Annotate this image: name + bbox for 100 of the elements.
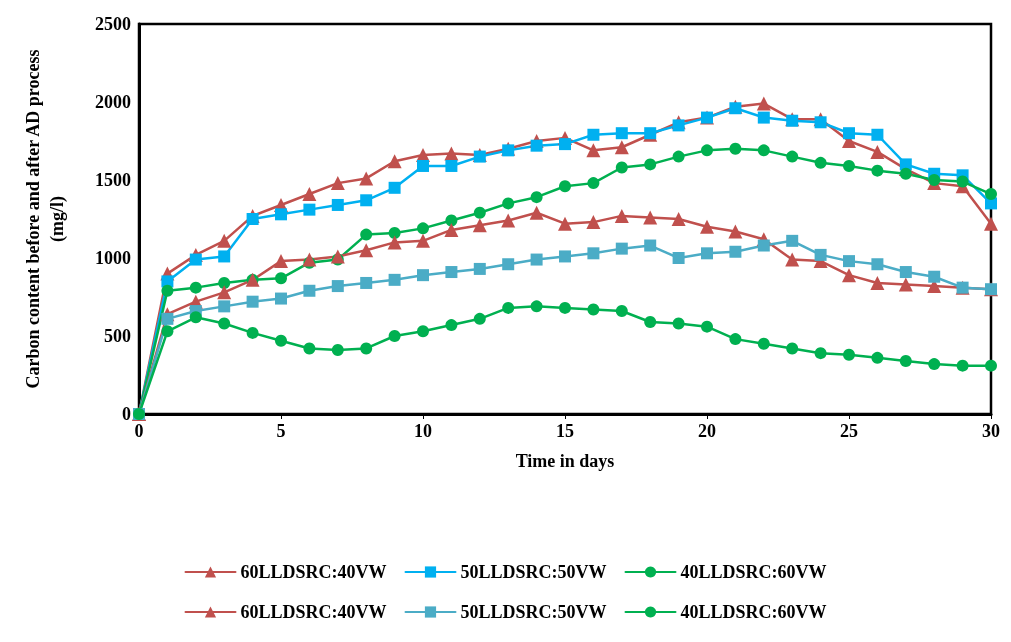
point [644,239,657,252]
point [417,325,429,338]
point [870,144,885,159]
point [360,276,373,289]
point [303,284,316,297]
point [246,213,259,225]
point [445,266,458,279]
point [899,354,912,367]
point [530,300,543,313]
point [274,254,288,269]
point [444,222,459,237]
point [843,127,855,140]
legend-label: 60LLDSRC:40VW [240,602,387,622]
y-tick-label: 500 [104,326,131,346]
point [473,262,486,275]
point [843,348,855,361]
point [786,150,799,163]
point [218,317,231,330]
point [729,142,742,155]
x-tick-label: 20 [698,421,716,441]
point [700,219,714,234]
point [814,156,827,169]
point [559,138,571,151]
point [644,158,657,171]
point [587,303,600,316]
point [672,150,685,163]
point [587,247,600,260]
point [303,342,316,355]
point [189,311,202,324]
x-tick-label: 10 [414,421,432,441]
point [786,342,799,355]
point [161,275,174,288]
legend-label: 60LLDSRC:40VW [240,562,387,582]
y-axis-title: Carbon content before and after AD process (mg/l) [23,49,68,389]
point [331,344,344,357]
point [331,280,344,293]
point [814,116,827,129]
point [218,276,231,289]
point [842,268,856,283]
x-tick-label: 5 [276,421,286,441]
y-tick-label: 0 [122,404,131,424]
point [331,198,344,211]
point [558,216,572,231]
point [275,272,287,285]
point [388,330,401,342]
point [898,277,913,292]
point [729,333,742,346]
point [360,194,373,207]
x-tick-label: 0 [134,421,144,441]
point [218,250,231,263]
point [559,180,571,193]
point [985,188,997,201]
point [275,208,287,221]
point [161,312,174,325]
point [984,216,998,231]
point [644,315,657,328]
point [502,301,515,314]
point [843,159,855,172]
point [643,210,658,225]
point [672,317,685,330]
point [502,197,515,210]
point [956,175,969,188]
point [416,233,430,248]
point [444,146,459,161]
point [757,144,770,157]
point [217,285,232,300]
point [814,347,827,360]
legend-label: 40LLDSRC:60VW [680,602,827,622]
point [615,242,628,255]
point [871,128,884,141]
point [189,253,202,266]
point [586,143,601,158]
point [473,312,486,325]
point [445,319,458,332]
point [388,227,401,240]
point [928,358,941,371]
point [360,228,373,241]
point [870,275,885,290]
point [615,305,628,318]
point [246,295,259,308]
legend-label: 40LLDSRC:60VW [680,562,827,582]
point [330,176,345,191]
point [388,273,401,286]
point [559,250,571,263]
point [161,284,174,297]
point [928,174,941,186]
point [899,158,912,171]
point [843,255,855,268]
point [757,239,770,252]
point [445,159,458,172]
point [614,208,629,223]
point [302,252,317,267]
point [756,96,771,111]
point [217,233,232,248]
point [530,191,543,204]
y-tick-label: 1000 [95,248,131,268]
point [587,128,600,141]
point [417,159,429,172]
x-tick-label: 30 [982,421,1000,441]
point [701,320,713,333]
